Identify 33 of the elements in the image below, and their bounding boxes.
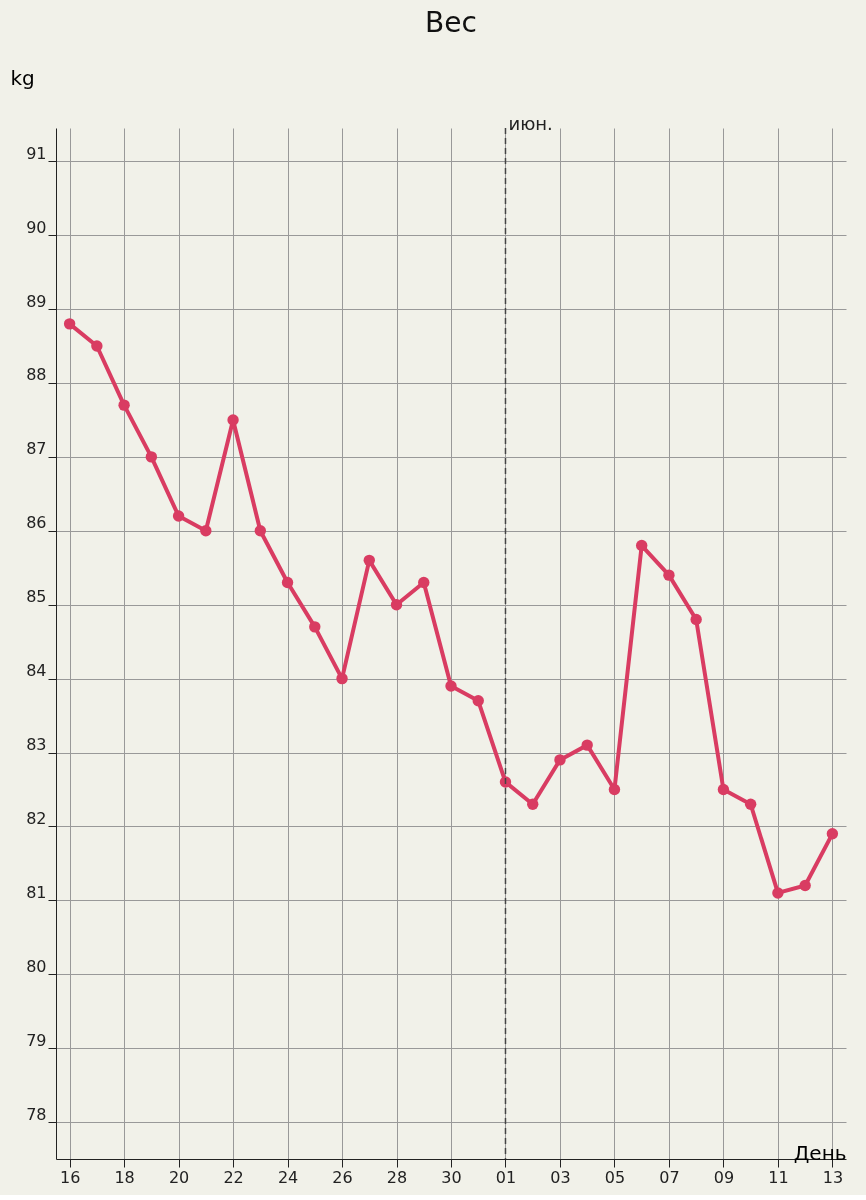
x-tick-label: 30	[441, 1167, 462, 1187]
x-tick-label: 24	[277, 1167, 299, 1187]
chart-title: Вес	[425, 6, 477, 39]
x-tick-label: 28	[386, 1167, 408, 1187]
y-tick-label: 91	[26, 143, 47, 163]
x-tick-label: 07	[659, 1167, 680, 1187]
y-tick-label: 87	[26, 439, 47, 459]
y-tick-label: 80	[26, 956, 47, 976]
x-axis-title: День	[793, 1140, 847, 1165]
y-tick-label: 84	[26, 661, 47, 681]
x-tick-label: 09	[713, 1167, 735, 1187]
y-tick-label: 79	[26, 1030, 47, 1050]
y-tick-label: 82	[26, 808, 47, 828]
x-tick-label: 20	[168, 1167, 190, 1187]
y-tick-label: 85	[26, 587, 47, 607]
x-tick-label: 05	[604, 1167, 626, 1187]
x-tick-label: 16	[59, 1167, 81, 1187]
y-tick-label: 88	[26, 365, 47, 385]
x-tick-label: 18	[114, 1167, 135, 1187]
y-tick-label: 81	[26, 882, 47, 902]
x-tick-label: 26	[332, 1167, 353, 1187]
y-tick-label: 90	[26, 217, 47, 237]
x-tick-label: 22	[223, 1167, 244, 1187]
y-tick-label: 89	[26, 291, 47, 311]
x-tick-label: 01	[495, 1167, 517, 1187]
y-tick-label: 86	[26, 513, 47, 533]
x-tick-label: 13	[822, 1167, 844, 1187]
ref-line-label: июн.	[508, 113, 553, 134]
y-axis-title: kg	[10, 65, 35, 90]
y-tick-label: 83	[26, 735, 47, 755]
y-tick-label: 78	[26, 1104, 47, 1124]
x-tick-label: 11	[768, 1167, 789, 1187]
x-tick-label: 03	[550, 1167, 571, 1187]
